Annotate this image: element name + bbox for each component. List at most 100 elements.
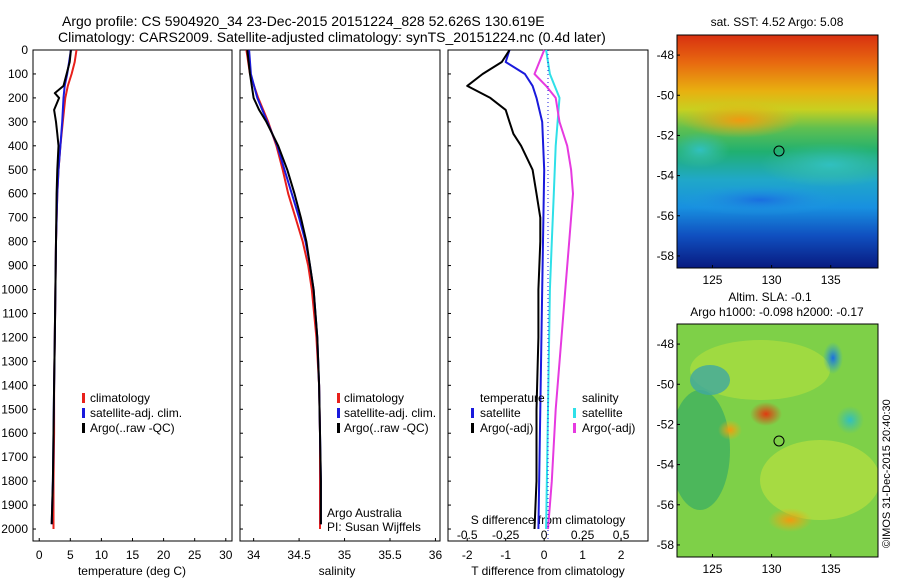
sla-map xyxy=(677,324,878,557)
series-line-satellite xyxy=(504,49,546,530)
sla-cyan-eddy xyxy=(836,406,864,434)
depth-tick-label: 300 xyxy=(8,115,28,129)
sla-argo-location-marker xyxy=(773,435,785,447)
difference-salinity-x-ticks: -0.5 -0.25 0 0.25 0.5 xyxy=(457,528,630,542)
legend-label-t-argo: Argo(-adj) xyxy=(480,421,533,435)
x-tick-label: 0 xyxy=(541,548,548,562)
depth-tick-label: 1900 xyxy=(1,498,28,512)
depth-tick-label: 1700 xyxy=(1,450,28,464)
legend-swatch-argo xyxy=(82,423,85,433)
sst-argo-location-marker xyxy=(773,145,785,157)
x-tick-label: 1 xyxy=(579,548,586,562)
x-tick-label-salinity: -0.25 xyxy=(492,528,520,542)
sla-low-patch xyxy=(677,390,730,510)
x-tick-label: 36 xyxy=(429,548,443,562)
map-y-tick-label: -52 xyxy=(657,128,675,142)
depth-tick-label: 2000 xyxy=(1,522,28,536)
map-x-tick-label: 135 xyxy=(821,562,841,576)
depth-tick-label: 100 xyxy=(8,67,28,81)
sla-orange-eddy xyxy=(768,508,812,532)
map-y-tick-label: -48 xyxy=(657,48,675,62)
depth-axis: 0 100 200 300 400 500 600 700 800 900 1000 1100 1200… xyxy=(1,43,28,536)
map-x-tick-label: 130 xyxy=(762,562,782,576)
legend-swatch-s-satellite xyxy=(573,408,576,418)
temperature-x-ticks: 0 5 10 15 20 25 30 xyxy=(36,538,233,562)
map-y-tick-label: -56 xyxy=(657,498,675,512)
x-tick-label-salinity: 0.5 xyxy=(613,528,630,542)
map-y-tick-label: -58 xyxy=(657,538,675,552)
depth-tick-label: 200 xyxy=(8,91,28,105)
salinity-series xyxy=(245,49,322,529)
series-line-satellite xyxy=(545,49,561,530)
x-tick-label: 15 xyxy=(126,548,140,562)
x-tick-label: 2 xyxy=(618,548,625,562)
sst-map-frame xyxy=(676,34,879,269)
depth-tick-label: 1100 xyxy=(2,306,28,320)
sst-warm-patch xyxy=(680,102,800,138)
sst-map xyxy=(677,35,878,268)
legend-swatch-satellite xyxy=(82,408,85,418)
legend-label-argo: Argo(..raw -QC) xyxy=(344,421,429,435)
sst-map-ticks: 125 130 135 -48 -50 -52 -54 -56 -58 xyxy=(657,48,841,287)
map-x-tick-label: 130 xyxy=(762,273,782,287)
sla-blue-eddy xyxy=(823,342,843,374)
difference-x-ticks: -2 -1 0 1 2 xyxy=(462,538,625,562)
temperature-plot-frame xyxy=(32,49,233,542)
series-line-argo-adj- xyxy=(533,49,574,530)
legend-label-t-satellite: satellite xyxy=(480,406,521,420)
x-tick-label-salinity: 0 xyxy=(541,528,548,542)
difference-series xyxy=(466,49,574,530)
map-y-tick-label: -52 xyxy=(657,417,675,431)
depth-tick-label: 1400 xyxy=(1,378,28,392)
header-line1: Argo profile: CS 5904920_34 23-Dec-2015 … xyxy=(62,13,545,29)
sla-map-subtitle: Argo h1000: -0.098 h2000: -0.17 xyxy=(690,305,864,319)
salinity-legend: climatology satellite-adj. clim. Argo(..… xyxy=(327,391,436,534)
salinity-plot-frame xyxy=(239,49,441,542)
legend-label-s-argo: Argo(-adj) xyxy=(582,421,635,435)
map-y-tick-label: -54 xyxy=(657,458,675,472)
legend-swatch-argo xyxy=(337,423,340,433)
annotation-argo-australia: Argo Australia xyxy=(327,506,402,520)
legend-label-satellite: satellite-adj. clim. xyxy=(90,406,182,420)
x-tick-label-salinity: 0.25 xyxy=(571,528,595,542)
legend-label-satellite: satellite-adj. clim. xyxy=(344,406,436,420)
x-tick-label: 35 xyxy=(338,548,352,562)
depth-tick-label: 1200 xyxy=(1,330,28,344)
sst-cool-patch xyxy=(760,143,878,187)
sst-map-title: sat. SST: 4.52 Argo: 5.08 xyxy=(711,15,844,29)
x-tick-label: 25 xyxy=(188,548,202,562)
sst-cold-patch xyxy=(680,184,840,216)
x-tick-label-salinity: -0.5 xyxy=(457,528,478,542)
x-tick-label: 34 xyxy=(247,548,261,562)
depth-tick-label: 0 xyxy=(21,43,28,57)
x-tick-label: 35.5 xyxy=(378,548,402,562)
x-tick-label: 30 xyxy=(219,548,233,562)
series-line-argo-raw-qc- xyxy=(246,49,322,525)
salinity-x-ticks: 34 34.5 35 35.5 36 xyxy=(247,538,442,562)
sla-map-ticks: 125 130 135 -48 -50 -52 -54 -56 -58 xyxy=(657,337,841,576)
map-y-tick-label: -50 xyxy=(657,377,675,391)
plot-tick-marks xyxy=(33,49,451,530)
header-line2: Climatology: CARS2009. Satellite-adjuste… xyxy=(58,29,606,45)
depth-tick-label: 700 xyxy=(8,211,28,225)
legend-swatch-satellite xyxy=(337,408,340,418)
map-x-tick-label: 125 xyxy=(702,273,722,287)
sla-low-patch-2 xyxy=(690,365,730,395)
series-line-argo-raw-qc- xyxy=(50,49,72,525)
x-tick-label: 20 xyxy=(157,548,171,562)
depth-tick-label: 900 xyxy=(8,259,28,273)
legend-swatch-s-argo xyxy=(573,423,576,433)
map-y-tick-label: -56 xyxy=(657,209,675,223)
depth-tick-label: 500 xyxy=(8,163,28,177)
temperature-legend: climatology satellite-adj. clim. Argo(..… xyxy=(82,391,182,435)
depth-tick-label: 1800 xyxy=(1,474,28,488)
sla-yellow-patch-2 xyxy=(760,440,878,520)
sst-cool-patch-west xyxy=(677,132,730,168)
imos-timestamp-label: ©IMOS 31-Dec-2015 20:40:30 xyxy=(881,399,893,548)
map-y-tick-label: -48 xyxy=(657,337,675,351)
series-line-argo-adj- xyxy=(466,49,542,530)
map-y-tick-label: -54 xyxy=(657,169,675,183)
depth-tick-label: 600 xyxy=(8,187,28,201)
x-tick-label: -1 xyxy=(500,548,511,562)
